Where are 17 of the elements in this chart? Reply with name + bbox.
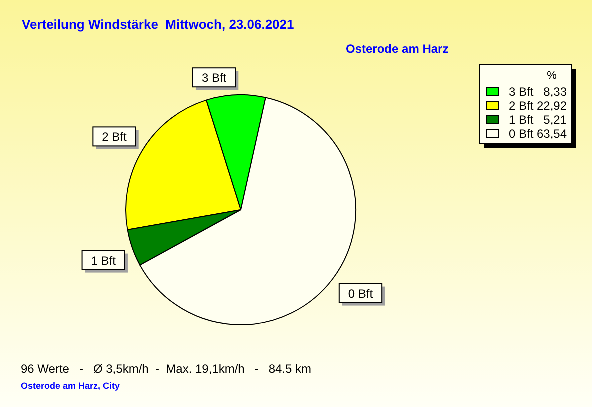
data-label: 8,33 [544,85,568,99]
data-label: 5,21 [544,113,568,127]
legend-label: 0 Bft [509,127,534,141]
text: Osterode am Harz, City [21,381,120,391]
slice-label: 0 Bft [348,286,374,301]
legend-label: 2 Bft [509,99,534,113]
chart-title: Verteilung Windstärke Mittwoch, 23.06.2021 [22,17,294,32]
data-label: 63,54 [536,127,568,141]
legend-label: 1 Bft [509,113,534,127]
slice-label: 2 Bft [102,130,128,144]
legend-title: % [547,70,558,82]
text: 96 Werte - Ø 3,5km/h - Max. 19,1km/h - 84.5 km [21,362,312,376]
slice-label: 1 Bft [91,254,117,268]
chart-subtitle: Osterode am Harz [346,42,449,56]
data-label: 22,92 [536,99,568,113]
slice-label: 3 Bft [202,71,228,86]
legend-label: 3 Bft [509,85,534,99]
